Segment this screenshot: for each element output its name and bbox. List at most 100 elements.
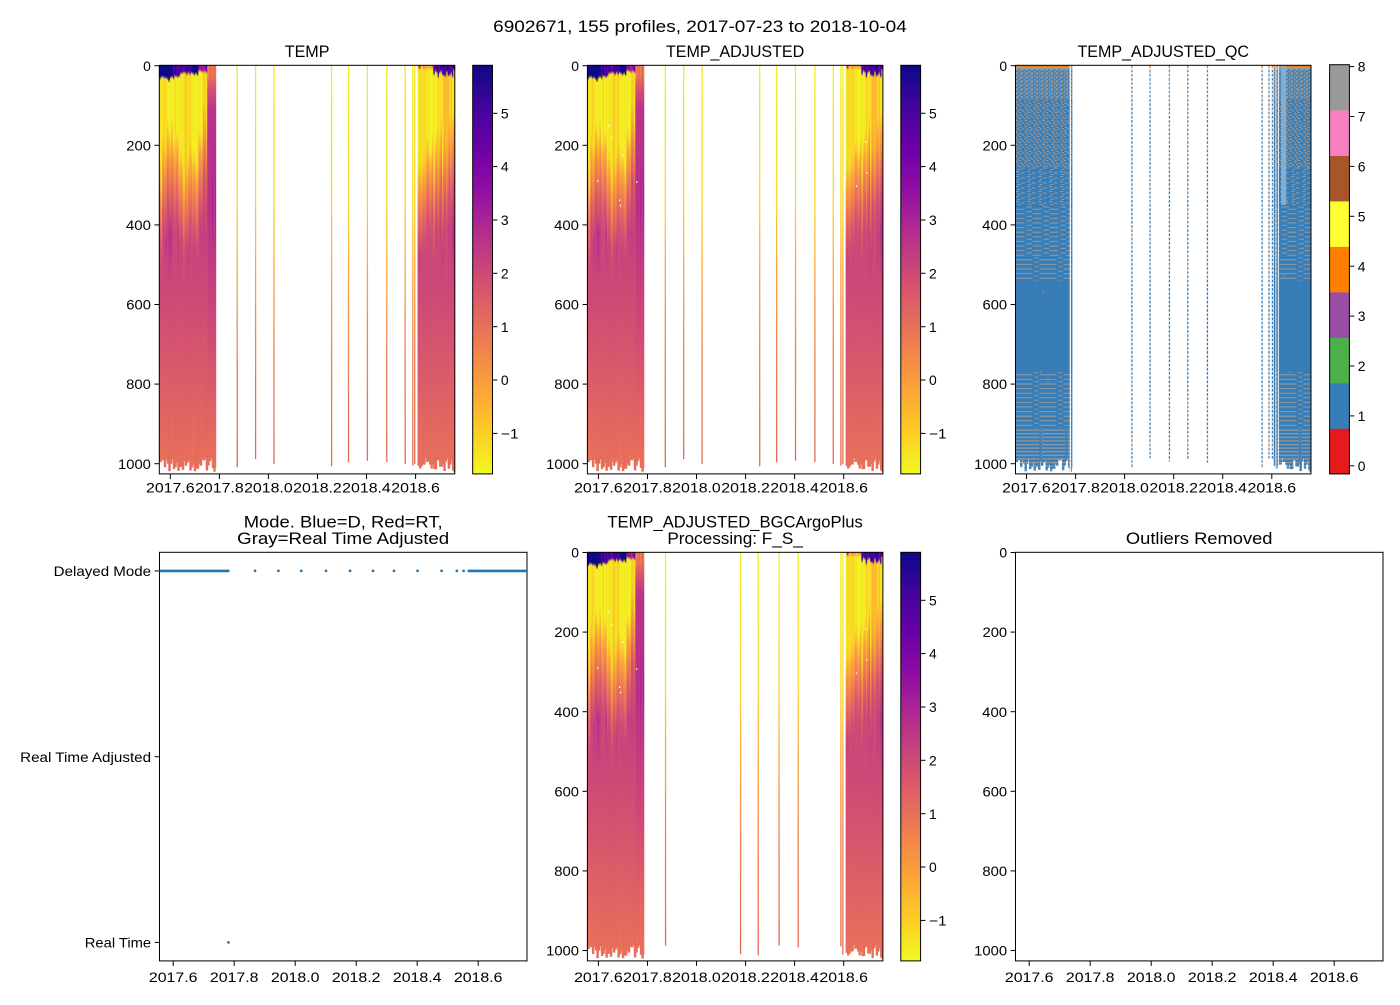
svg-text:200: 200: [983, 137, 1008, 153]
svg-text:Outliers Removed: Outliers Removed: [1126, 529, 1273, 548]
svg-text:5: 5: [929, 105, 937, 121]
svg-text:2018.0: 2018.0: [1100, 480, 1149, 496]
svg-text:0: 0: [999, 58, 1007, 74]
svg-text:1000: 1000: [118, 456, 151, 472]
svg-text:400: 400: [126, 217, 151, 233]
svg-text:−1: −1: [501, 426, 519, 442]
svg-text:2017.6: 2017.6: [146, 480, 195, 496]
svg-text:6: 6: [1358, 159, 1366, 175]
svg-text:1000: 1000: [974, 456, 1007, 472]
svg-text:3: 3: [1358, 308, 1366, 324]
svg-text:5: 5: [501, 105, 509, 121]
svg-text:800: 800: [982, 863, 1007, 879]
svg-text:TEMP_ADJUSTED_BGCArgoPlus: TEMP_ADJUSTED_BGCArgoPlus: [607, 512, 862, 531]
svg-text:4: 4: [1358, 258, 1366, 274]
svg-text:600: 600: [983, 297, 1008, 313]
svg-text:800: 800: [554, 376, 579, 392]
svg-text:2018.0: 2018.0: [1127, 969, 1176, 985]
svg-text:2017.8: 2017.8: [210, 969, 259, 985]
svg-text:400: 400: [982, 704, 1007, 720]
svg-text:1000: 1000: [974, 943, 1007, 959]
svg-text:2018.4: 2018.4: [342, 480, 391, 496]
svg-text:8: 8: [1358, 59, 1366, 75]
svg-text:2: 2: [929, 752, 937, 768]
svg-text:200: 200: [983, 624, 1008, 640]
svg-text:1: 1: [1358, 408, 1366, 424]
svg-text:200: 200: [126, 137, 151, 153]
svg-text:4: 4: [501, 159, 509, 175]
svg-text:2: 2: [1358, 358, 1366, 374]
svg-text:2017.8: 2017.8: [623, 480, 672, 496]
svg-text:2018.4: 2018.4: [770, 480, 819, 496]
svg-text:0: 0: [1358, 458, 1366, 474]
svg-text:800: 800: [554, 863, 579, 879]
svg-text:0: 0: [571, 545, 579, 561]
svg-text:2018.2: 2018.2: [1149, 480, 1198, 496]
svg-text:3: 3: [929, 699, 937, 715]
svg-text:600: 600: [126, 297, 151, 313]
svg-text:3: 3: [929, 212, 937, 228]
svg-text:4: 4: [929, 159, 937, 175]
svg-text:3: 3: [501, 212, 509, 228]
svg-text:600: 600: [554, 783, 579, 799]
svg-text:800: 800: [982, 376, 1007, 392]
svg-text:2017.6: 2017.6: [1002, 480, 1051, 496]
svg-text:400: 400: [982, 217, 1007, 233]
svg-text:0: 0: [501, 372, 509, 388]
svg-text:5: 5: [1358, 208, 1366, 224]
svg-text:TEMP_ADJUSTED_QC: TEMP_ADJUSTED_QC: [1077, 42, 1249, 61]
svg-text:0: 0: [929, 859, 937, 875]
svg-text:1000: 1000: [546, 943, 579, 959]
svg-text:2018.6: 2018.6: [819, 969, 868, 985]
svg-text:2018.2: 2018.2: [721, 969, 770, 985]
svg-text:TEMP_ADJUSTED: TEMP_ADJUSTED: [666, 42, 804, 61]
svg-text:2017.6: 2017.6: [574, 969, 623, 985]
svg-text:0: 0: [571, 58, 579, 74]
svg-text:2018.2: 2018.2: [721, 480, 770, 496]
svg-text:2018.2: 2018.2: [332, 969, 381, 985]
svg-text:2018.6: 2018.6: [454, 969, 503, 985]
svg-text:−1: −1: [929, 913, 947, 929]
svg-text:Real Time: Real Time: [85, 935, 152, 951]
svg-text:2: 2: [929, 265, 937, 281]
svg-text:400: 400: [554, 704, 579, 720]
svg-text:600: 600: [983, 783, 1008, 799]
svg-text:0: 0: [999, 545, 1007, 561]
svg-text:200: 200: [554, 137, 579, 153]
svg-text:Real Time Adjusted: Real Time Adjusted: [20, 749, 151, 765]
svg-text:0: 0: [929, 372, 937, 388]
svg-text:0: 0: [143, 58, 151, 74]
svg-text:1: 1: [929, 806, 937, 822]
svg-text:2: 2: [501, 265, 509, 281]
svg-text:2018.0: 2018.0: [672, 969, 721, 985]
svg-text:2018.0: 2018.0: [672, 480, 721, 496]
svg-text:2018.0: 2018.0: [244, 480, 293, 496]
svg-text:Mode. Blue=D, Red=RT,: Mode. Blue=D, Red=RT,: [244, 512, 443, 531]
svg-text:2018.2: 2018.2: [293, 480, 342, 496]
svg-text:600: 600: [554, 297, 579, 313]
svg-text:2018.0: 2018.0: [271, 969, 320, 985]
svg-text:−1: −1: [929, 426, 947, 442]
svg-text:2018.6: 2018.6: [819, 480, 868, 496]
svg-text:800: 800: [126, 376, 151, 392]
svg-text:2017.8: 2017.8: [195, 480, 244, 496]
svg-text:2017.6: 2017.6: [149, 969, 198, 985]
svg-text:1000: 1000: [546, 456, 579, 472]
svg-text:5: 5: [929, 592, 937, 608]
svg-text:Gray=Real Time Adjusted: Gray=Real Time Adjusted: [237, 529, 449, 548]
svg-text:2018.4: 2018.4: [1249, 969, 1298, 985]
svg-text:2018.4: 2018.4: [770, 969, 819, 985]
svg-text:2018.6: 2018.6: [1248, 480, 1297, 496]
svg-text:400: 400: [554, 217, 579, 233]
svg-text:2017.8: 2017.8: [1066, 969, 1115, 985]
svg-text:2017.6: 2017.6: [1005, 969, 1054, 985]
svg-text:1: 1: [501, 319, 509, 335]
svg-text:1: 1: [929, 319, 937, 335]
svg-text:2017.6: 2017.6: [574, 480, 623, 496]
svg-text:2018.4: 2018.4: [393, 969, 442, 985]
svg-text:4: 4: [929, 646, 937, 662]
svg-text:2018.6: 2018.6: [1310, 969, 1359, 985]
svg-text:2017.8: 2017.8: [623, 969, 672, 985]
svg-text:2018.2: 2018.2: [1188, 969, 1237, 985]
svg-text:Processing: F_S_: Processing: F_S_: [667, 529, 803, 548]
